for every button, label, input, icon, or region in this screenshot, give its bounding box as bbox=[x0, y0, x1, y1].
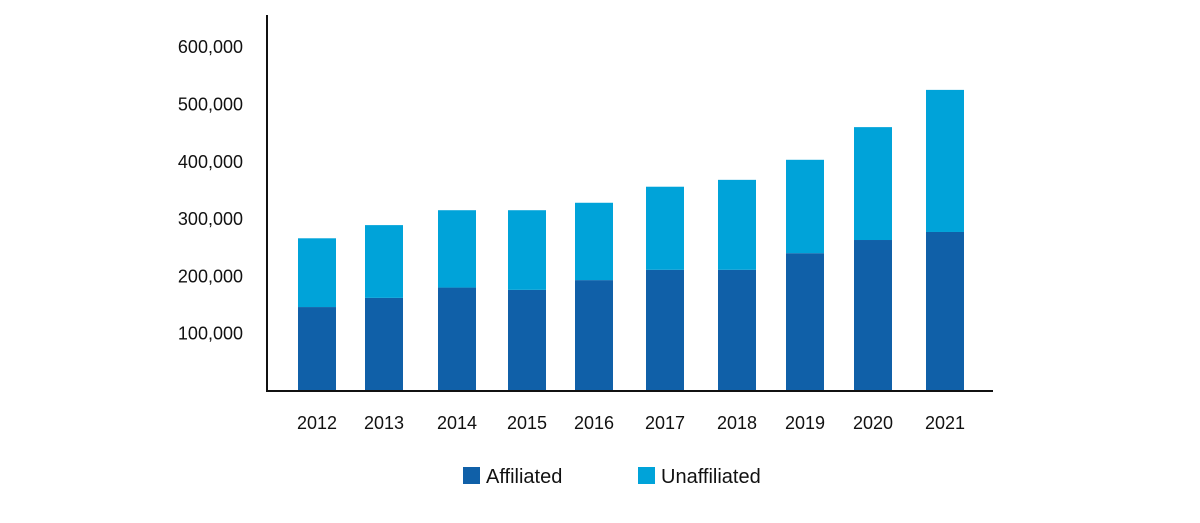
bar-affiliated-2013 bbox=[365, 297, 403, 391]
y-tick-label: 600,000 bbox=[178, 37, 243, 57]
y-tick-label: 300,000 bbox=[178, 209, 243, 229]
legend-swatch-unaffiliated bbox=[638, 467, 655, 484]
legend-label-unaffiliated: Unaffiliated bbox=[661, 466, 761, 488]
legend: Affiliated Unaffiliated bbox=[463, 466, 761, 488]
bar-affiliated-2017 bbox=[646, 269, 684, 391]
x-tick-label: 2014 bbox=[437, 413, 477, 433]
bars-group bbox=[298, 89, 964, 391]
x-tick-label: 2013 bbox=[364, 413, 404, 433]
bar-unaffiliated-2020 bbox=[854, 127, 892, 241]
y-axis-ticks: 100,000 200,000 300,000 400,000 500,000 600,0… bbox=[178, 37, 243, 344]
bar-unaffiliated-2019 bbox=[786, 159, 824, 254]
bar-affiliated-2018 bbox=[718, 269, 756, 391]
bar-unaffiliated-2021 bbox=[926, 89, 964, 232]
x-tick-label: 2020 bbox=[853, 413, 893, 433]
bar-unaffiliated-2017 bbox=[646, 186, 684, 270]
legend-swatch-affiliated bbox=[463, 467, 480, 484]
y-tick-label: 400,000 bbox=[178, 152, 243, 172]
x-tick-label: 2018 bbox=[717, 413, 757, 433]
bar-affiliated-2014 bbox=[438, 287, 476, 391]
bar-affiliated-2019 bbox=[786, 253, 824, 391]
bar-unaffiliated-2012 bbox=[298, 238, 336, 308]
x-axis-ticks: 2012 2013 2014 2015 2016 2017 2018 2019 2020 2021 bbox=[297, 413, 965, 433]
bar-unaffiliated-2018 bbox=[718, 179, 756, 270]
bar-unaffiliated-2014 bbox=[438, 210, 476, 288]
y-tick-label: 500,000 bbox=[178, 95, 243, 115]
bar-affiliated-2020 bbox=[854, 240, 892, 391]
bar-affiliated-2015 bbox=[508, 289, 546, 391]
x-tick-label: 2015 bbox=[507, 413, 547, 433]
bar-unaffiliated-2015 bbox=[508, 210, 546, 290]
bar-unaffiliated-2013 bbox=[365, 225, 403, 298]
bar-affiliated-2016 bbox=[575, 280, 613, 391]
y-tick-label: 200,000 bbox=[178, 266, 243, 286]
x-tick-label: 2019 bbox=[785, 413, 825, 433]
bar-affiliated-2012 bbox=[298, 307, 336, 391]
y-tick-label: 100,000 bbox=[178, 324, 243, 344]
x-tick-label: 2017 bbox=[645, 413, 685, 433]
legend-label-affiliated: Affiliated bbox=[486, 466, 562, 488]
x-tick-label: 2021 bbox=[925, 413, 965, 433]
x-tick-label: 2016 bbox=[574, 413, 614, 433]
bar-affiliated-2021 bbox=[926, 231, 964, 391]
bar-unaffiliated-2016 bbox=[575, 202, 613, 281]
x-tick-label: 2012 bbox=[297, 413, 337, 433]
